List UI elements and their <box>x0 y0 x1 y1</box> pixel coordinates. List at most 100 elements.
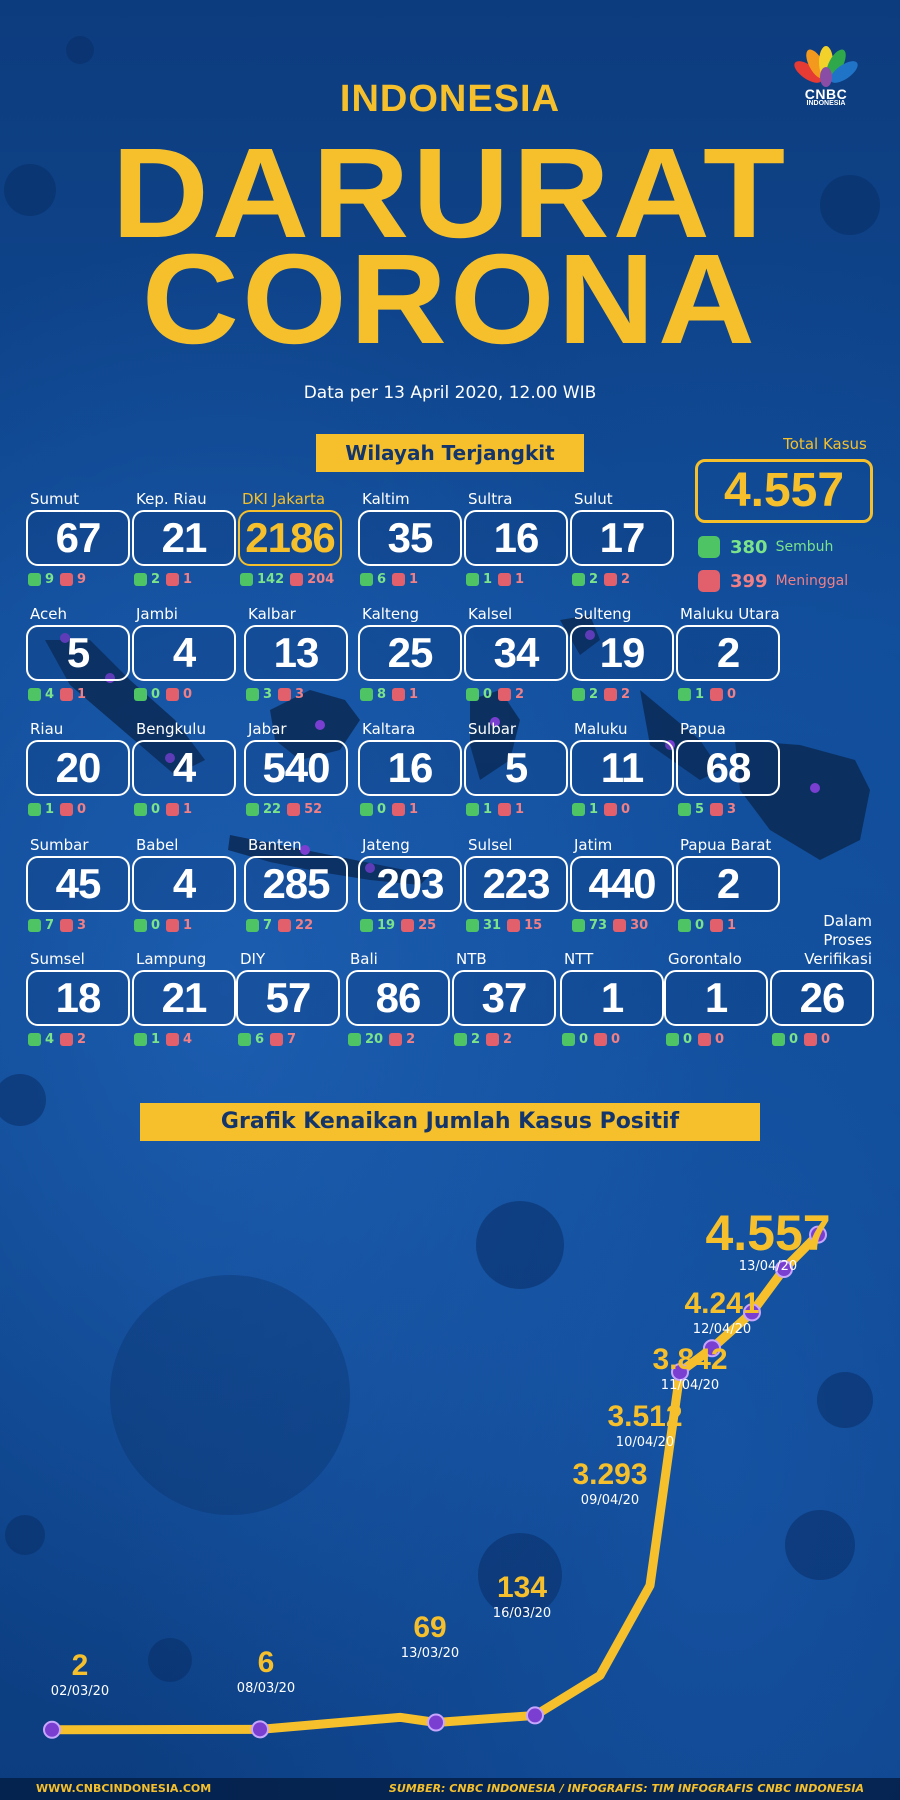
province-deaths: 2 <box>406 1031 416 1047</box>
province-name: Sulsel <box>468 836 513 854</box>
province-cases: 37 <box>452 970 556 1026</box>
gravestone-icon <box>278 687 292 701</box>
date-label: 10/04/20 <box>616 1435 674 1450</box>
deaths-summary: 399 Meninggal <box>698 570 848 592</box>
province-recovered: 2 <box>589 686 599 702</box>
gravestone-icon <box>290 572 304 586</box>
data-label: 6 <box>258 1646 275 1679</box>
province-recovered: 0 <box>683 1031 693 1047</box>
country-heading: INDONESIA <box>339 78 561 120</box>
gravestone-icon <box>604 802 618 816</box>
province-cases: 25 <box>358 625 462 681</box>
province-recovered: 7 <box>45 917 55 933</box>
province-cases: 34 <box>464 625 568 681</box>
data-point <box>526 1706 544 1725</box>
province-card: Kaltara 16 0 1 <box>358 720 462 818</box>
date-label: 13/04/20 <box>739 1259 797 1274</box>
shield-icon <box>466 572 479 586</box>
province-card: Kalteng 25 8 1 <box>358 605 462 703</box>
gravestone-icon <box>166 918 180 932</box>
data-point <box>251 1720 269 1739</box>
gravestone-icon <box>710 687 724 701</box>
province-cases: 17 <box>570 510 674 566</box>
province-name: Sumbar <box>30 836 89 854</box>
province-name: Sumut <box>30 490 80 508</box>
province-cases: 2186 <box>238 510 342 566</box>
gravestone-icon <box>166 1032 180 1046</box>
province-recovered: 0 <box>789 1031 799 1047</box>
province-name: Jambi <box>136 605 178 623</box>
footer: WWW.CNBCINDONESIA.COM SUMBER: CNBC INDON… <box>0 1778 900 1800</box>
province-deaths: 3 <box>295 686 305 702</box>
province-name: Kep. Riau <box>136 490 207 508</box>
gravestone-icon <box>392 802 406 816</box>
province-deaths: 52 <box>304 801 323 817</box>
province-deaths: 0 <box>727 686 737 702</box>
shield-icon <box>678 802 691 816</box>
province-recovered: 0 <box>695 917 705 933</box>
shield-icon <box>28 1032 41 1046</box>
shield-icon <box>28 687 41 701</box>
data-label: 3.512 <box>607 1400 682 1433</box>
province-card: Aceh 5 4 1 <box>26 605 130 703</box>
total-cases-box: 4.557 <box>695 459 873 523</box>
data-date: Data per 13 April 2020, 12.00 WIB <box>303 383 597 403</box>
data-label: 3.842 <box>652 1343 727 1376</box>
province-deaths: 2 <box>621 686 631 702</box>
province-recovered: 9 <box>45 571 55 587</box>
data-label: 3.293 <box>572 1458 647 1491</box>
gravestone-icon <box>804 1032 818 1046</box>
province-cases: 45 <box>26 856 130 912</box>
province-deaths: 0 <box>611 1031 621 1047</box>
province-name: Kalbar <box>248 605 296 623</box>
province-cases: 16 <box>464 510 568 566</box>
province-name: Sulteng <box>574 605 632 623</box>
shield-icon <box>572 918 585 932</box>
gravestone-icon <box>166 687 180 701</box>
province-recovered: 4 <box>45 686 55 702</box>
gravestone-icon <box>166 802 180 816</box>
province-card: Sulsel 223 31 15 <box>464 836 568 934</box>
province-cases: 223 <box>464 856 568 912</box>
province-cases: 203 <box>358 856 462 912</box>
shield-icon <box>360 572 373 586</box>
province-deaths: 2 <box>515 686 525 702</box>
province-cases: 35 <box>358 510 462 566</box>
province-recovered: 5 <box>695 801 705 817</box>
province-name: Sulbar <box>468 720 517 738</box>
gravestone-icon <box>278 918 292 932</box>
shield-icon <box>348 1032 361 1046</box>
recovered-label: Sembuh <box>775 539 834 555</box>
province-recovered: 142 <box>257 571 285 587</box>
province-card: NTB 37 2 2 <box>452 950 556 1048</box>
shield-icon <box>572 802 585 816</box>
gravestone-icon <box>60 802 74 816</box>
data-point <box>43 1720 61 1739</box>
shield-icon <box>572 572 585 586</box>
footer-website: WWW.CNBCINDONESIA.COM <box>36 1782 212 1795</box>
gravestone-icon <box>698 1032 712 1046</box>
province-card: Sulbar 5 1 1 <box>464 720 568 818</box>
gravestone-icon <box>60 687 74 701</box>
province-name: Sumsel <box>30 950 85 968</box>
province-deaths: 2 <box>621 571 631 587</box>
province-deaths: 0 <box>715 1031 725 1047</box>
province-recovered: 8 <box>377 686 387 702</box>
shield-icon <box>454 1032 467 1046</box>
gravestone-icon <box>166 572 180 586</box>
province-card: Papua 68 5 3 <box>676 720 780 818</box>
province-deaths: 1 <box>183 917 193 933</box>
data-label: 134 <box>497 1571 547 1604</box>
map-indonesia <box>45 615 870 885</box>
province-cases: 26 <box>770 970 874 1026</box>
province-stats: 31 15 <box>466 916 568 934</box>
province-deaths: 2 <box>503 1031 513 1047</box>
province-name: Babel <box>136 836 179 854</box>
